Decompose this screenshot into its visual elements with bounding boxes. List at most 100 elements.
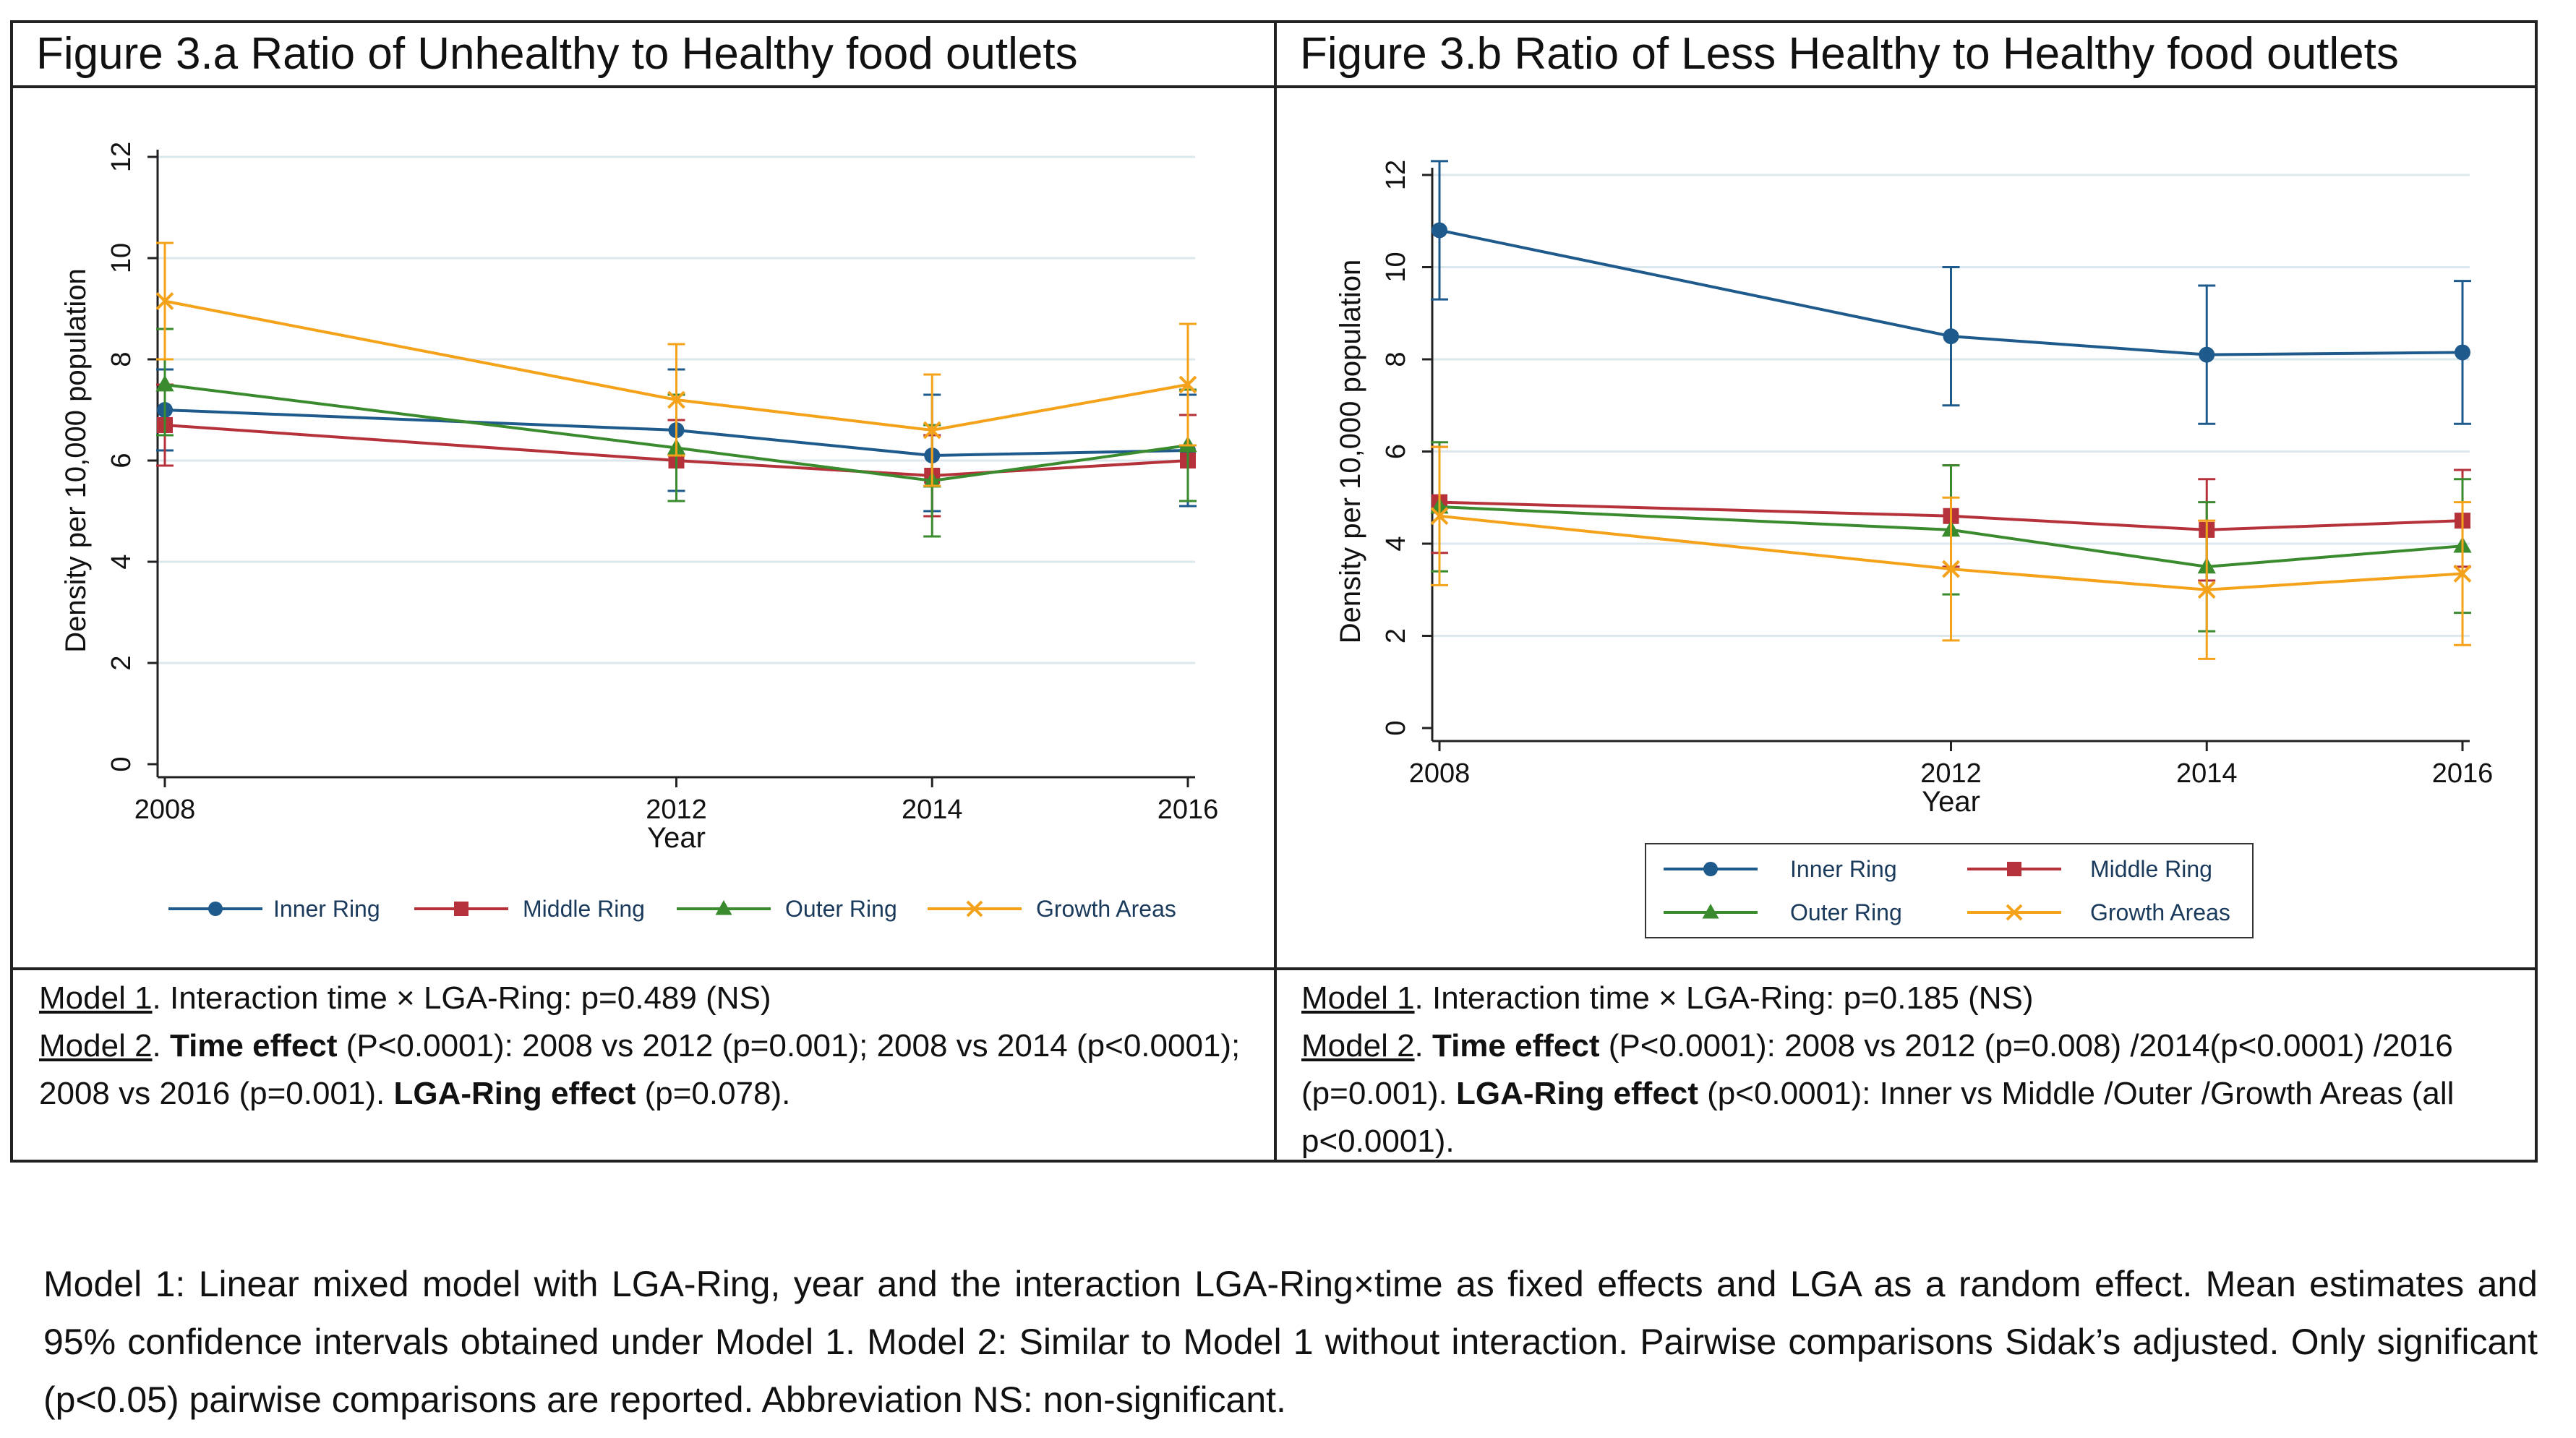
ring-effect-text: (p=0.078). (636, 1076, 791, 1111)
model1-label: Model 1 (1301, 980, 1415, 1016)
legend-middle-marker (454, 902, 468, 916)
y-tick-label-2: 2 (106, 655, 137, 670)
panel-a-model1: Model 1. Interaction time × LGA-Ring: p=… (39, 975, 1254, 1022)
inner-point-2008 (1432, 222, 1447, 239)
inner-series-line (164, 408, 1189, 458)
outer-series-line (1439, 505, 2463, 568)
y-tick-label-12: 12 (106, 142, 137, 172)
y-tick-label-0: 0 (1381, 720, 1411, 735)
growth-point-2016 (2453, 565, 2472, 583)
legend-inner-marker (1703, 862, 1718, 876)
chart-b: 0 2 4 6 8 10 12 Density per 10,000 population 20… (1335, 160, 2494, 938)
y-axis-title: Density per 10,000 population (1335, 260, 1366, 643)
panel-b-model1: Model 1. Interaction time × LGA-Ring: p=… (1301, 975, 2523, 1022)
growth-point-2014-stroke-2 (923, 421, 941, 440)
growth-point-2014 (923, 421, 941, 440)
model2-pre: . (1414, 1028, 1432, 1063)
growth-point-2008 (1430, 507, 1449, 526)
ring-effect-label: LGA-Ring effect (393, 1076, 636, 1111)
x-tick-label-2016: 2016 (2432, 758, 2494, 789)
growth-point-2008-stroke-2 (1430, 507, 1449, 526)
panel-b-notes: Model 1. Interaction time × LGA-Ring: p=… (1301, 975, 2523, 1165)
inner-point-2012 (1943, 328, 1959, 345)
growth-point-2016 (1178, 375, 1197, 394)
chart-a: 0 2 4 6 8 10 12 Density per 10,000 population 20… (60, 142, 1219, 922)
growth-point-2008 (155, 292, 174, 310)
middle-series-line (164, 424, 1189, 478)
outer-series-line (164, 383, 1189, 483)
y-axis-title: Density per 10,000 population (60, 268, 92, 652)
model1-label: Model 1 (39, 980, 153, 1016)
y-tick-label-4: 4 (106, 554, 137, 569)
legend-middle-label: Middle Ring (523, 896, 645, 922)
time-effect-label: Time effect (1432, 1028, 1600, 1063)
legend-growth-marker (2006, 904, 2023, 921)
x-tick-label-2014: 2014 (2176, 758, 2238, 789)
legend-growth-marker (966, 900, 983, 917)
middle-series-line (1439, 500, 2463, 531)
model2-label: Model 2 (39, 1028, 153, 1063)
legend-growth-label: Growth Areas (2090, 899, 2230, 925)
growth-point-2012-stroke-2 (1942, 560, 1960, 578)
legend-growth-label: Growth Areas (1036, 896, 1176, 922)
growth-point-2012-stroke-2 (667, 390, 685, 409)
time-effect-text: (P<0.0001): 2008 vs 2012 (p=0.001); 2008… (39, 1028, 1241, 1111)
growth-point-2008-stroke-2 (155, 292, 174, 310)
inner-point-2014 (2199, 346, 2215, 363)
time-effect-text: (P<0.0001): 2008 vs 2012 (p=0.008) /2014… (1301, 1028, 2453, 1111)
legend-outer-label: Outer Ring (785, 896, 897, 922)
y-tick-label-0: 0 (106, 756, 137, 771)
model2-pre: . (152, 1028, 170, 1063)
panel-b-model2: Model 2. Time effect (P<0.0001): 2008 vs… (1301, 1022, 2523, 1165)
legend-middle-label: Middle Ring (2090, 856, 2212, 882)
y-tick-label-6: 6 (106, 453, 137, 468)
x-axis-title: Year (1922, 786, 1980, 818)
growth-point-2014 (2197, 581, 2216, 599)
x-tick-label-2008: 2008 (134, 795, 196, 825)
growth-point-2012 (667, 390, 685, 409)
panel-a-title: Figure 3.a Ratio of Unhealthy to Healthy… (36, 29, 1078, 79)
y-tick-label-10: 10 (1381, 252, 1411, 282)
growth-series-line (164, 299, 1189, 432)
legend-growth-marker-stroke-2 (966, 900, 983, 917)
legend-inner-label: Inner Ring (273, 896, 380, 922)
outer-point-2008 (155, 375, 174, 392)
y-tick-label-4: 4 (1381, 536, 1411, 551)
growth-point-2016-stroke-2 (1178, 375, 1197, 394)
legend-outer-marker (715, 900, 732, 915)
growth-point-2016-stroke-2 (2453, 565, 2472, 583)
x-tick-label-2014: 2014 (902, 795, 963, 825)
legend-outer-label: Outer Ring (1790, 899, 1902, 925)
inner-point-2016 (2455, 344, 2470, 361)
inner-series-line (1439, 228, 2463, 356)
figure-table: Figure 3.a Ratio of Unhealthy to Healthy… (10, 20, 2538, 1163)
footnote: Model 1: Linear mixed model with LGA-Rin… (43, 1264, 2538, 1420)
growth-point-2012 (1942, 560, 1960, 578)
growth-point-2014-stroke-2 (2197, 581, 2216, 599)
x-tick-label-2012: 2012 (1920, 758, 1982, 789)
panel-a-notes: Model 1. Interaction time × LGA-Ring: p=… (39, 975, 1254, 1118)
model1-text: . Interaction time × LGA-Ring: p=0.489 (… (152, 980, 771, 1016)
x-tick-label-2008: 2008 (1409, 758, 1471, 789)
legend-middle-marker (2007, 862, 2021, 876)
legend-box (1645, 843, 2254, 938)
legend-inner-marker (208, 902, 223, 916)
ring-effect-label: LGA-Ring effect (1456, 1076, 1698, 1111)
growth-series-line (1439, 514, 2463, 591)
y-tick-label-8: 8 (1381, 351, 1411, 367)
model2-label: Model 2 (1301, 1028, 1415, 1063)
x-tick-label-2016: 2016 (1158, 795, 1219, 825)
time-effect-label: Time effect (170, 1028, 338, 1063)
legend-inner-label: Inner Ring (1790, 856, 1897, 882)
y-tick-label-8: 8 (106, 351, 137, 367)
y-tick-label-2: 2 (1381, 628, 1411, 643)
panel-divider (1274, 23, 1277, 1160)
legend-outer-marker (1702, 904, 1719, 919)
ring-effect-text: (p<0.0001): Inner vs Middle /Outer /Grow… (1301, 1076, 2455, 1159)
legend-growth-marker-stroke-2 (2006, 904, 2023, 921)
panel-a-model2: Model 2. Time effect (P<0.0001): 2008 vs… (39, 1022, 1254, 1118)
panel-b-title: Figure 3.b Ratio of Less Healthy to Heal… (1300, 29, 2399, 79)
y-tick-label-10: 10 (106, 243, 137, 273)
y-tick-label-12: 12 (1381, 160, 1411, 190)
x-tick-label-2012: 2012 (646, 795, 707, 825)
